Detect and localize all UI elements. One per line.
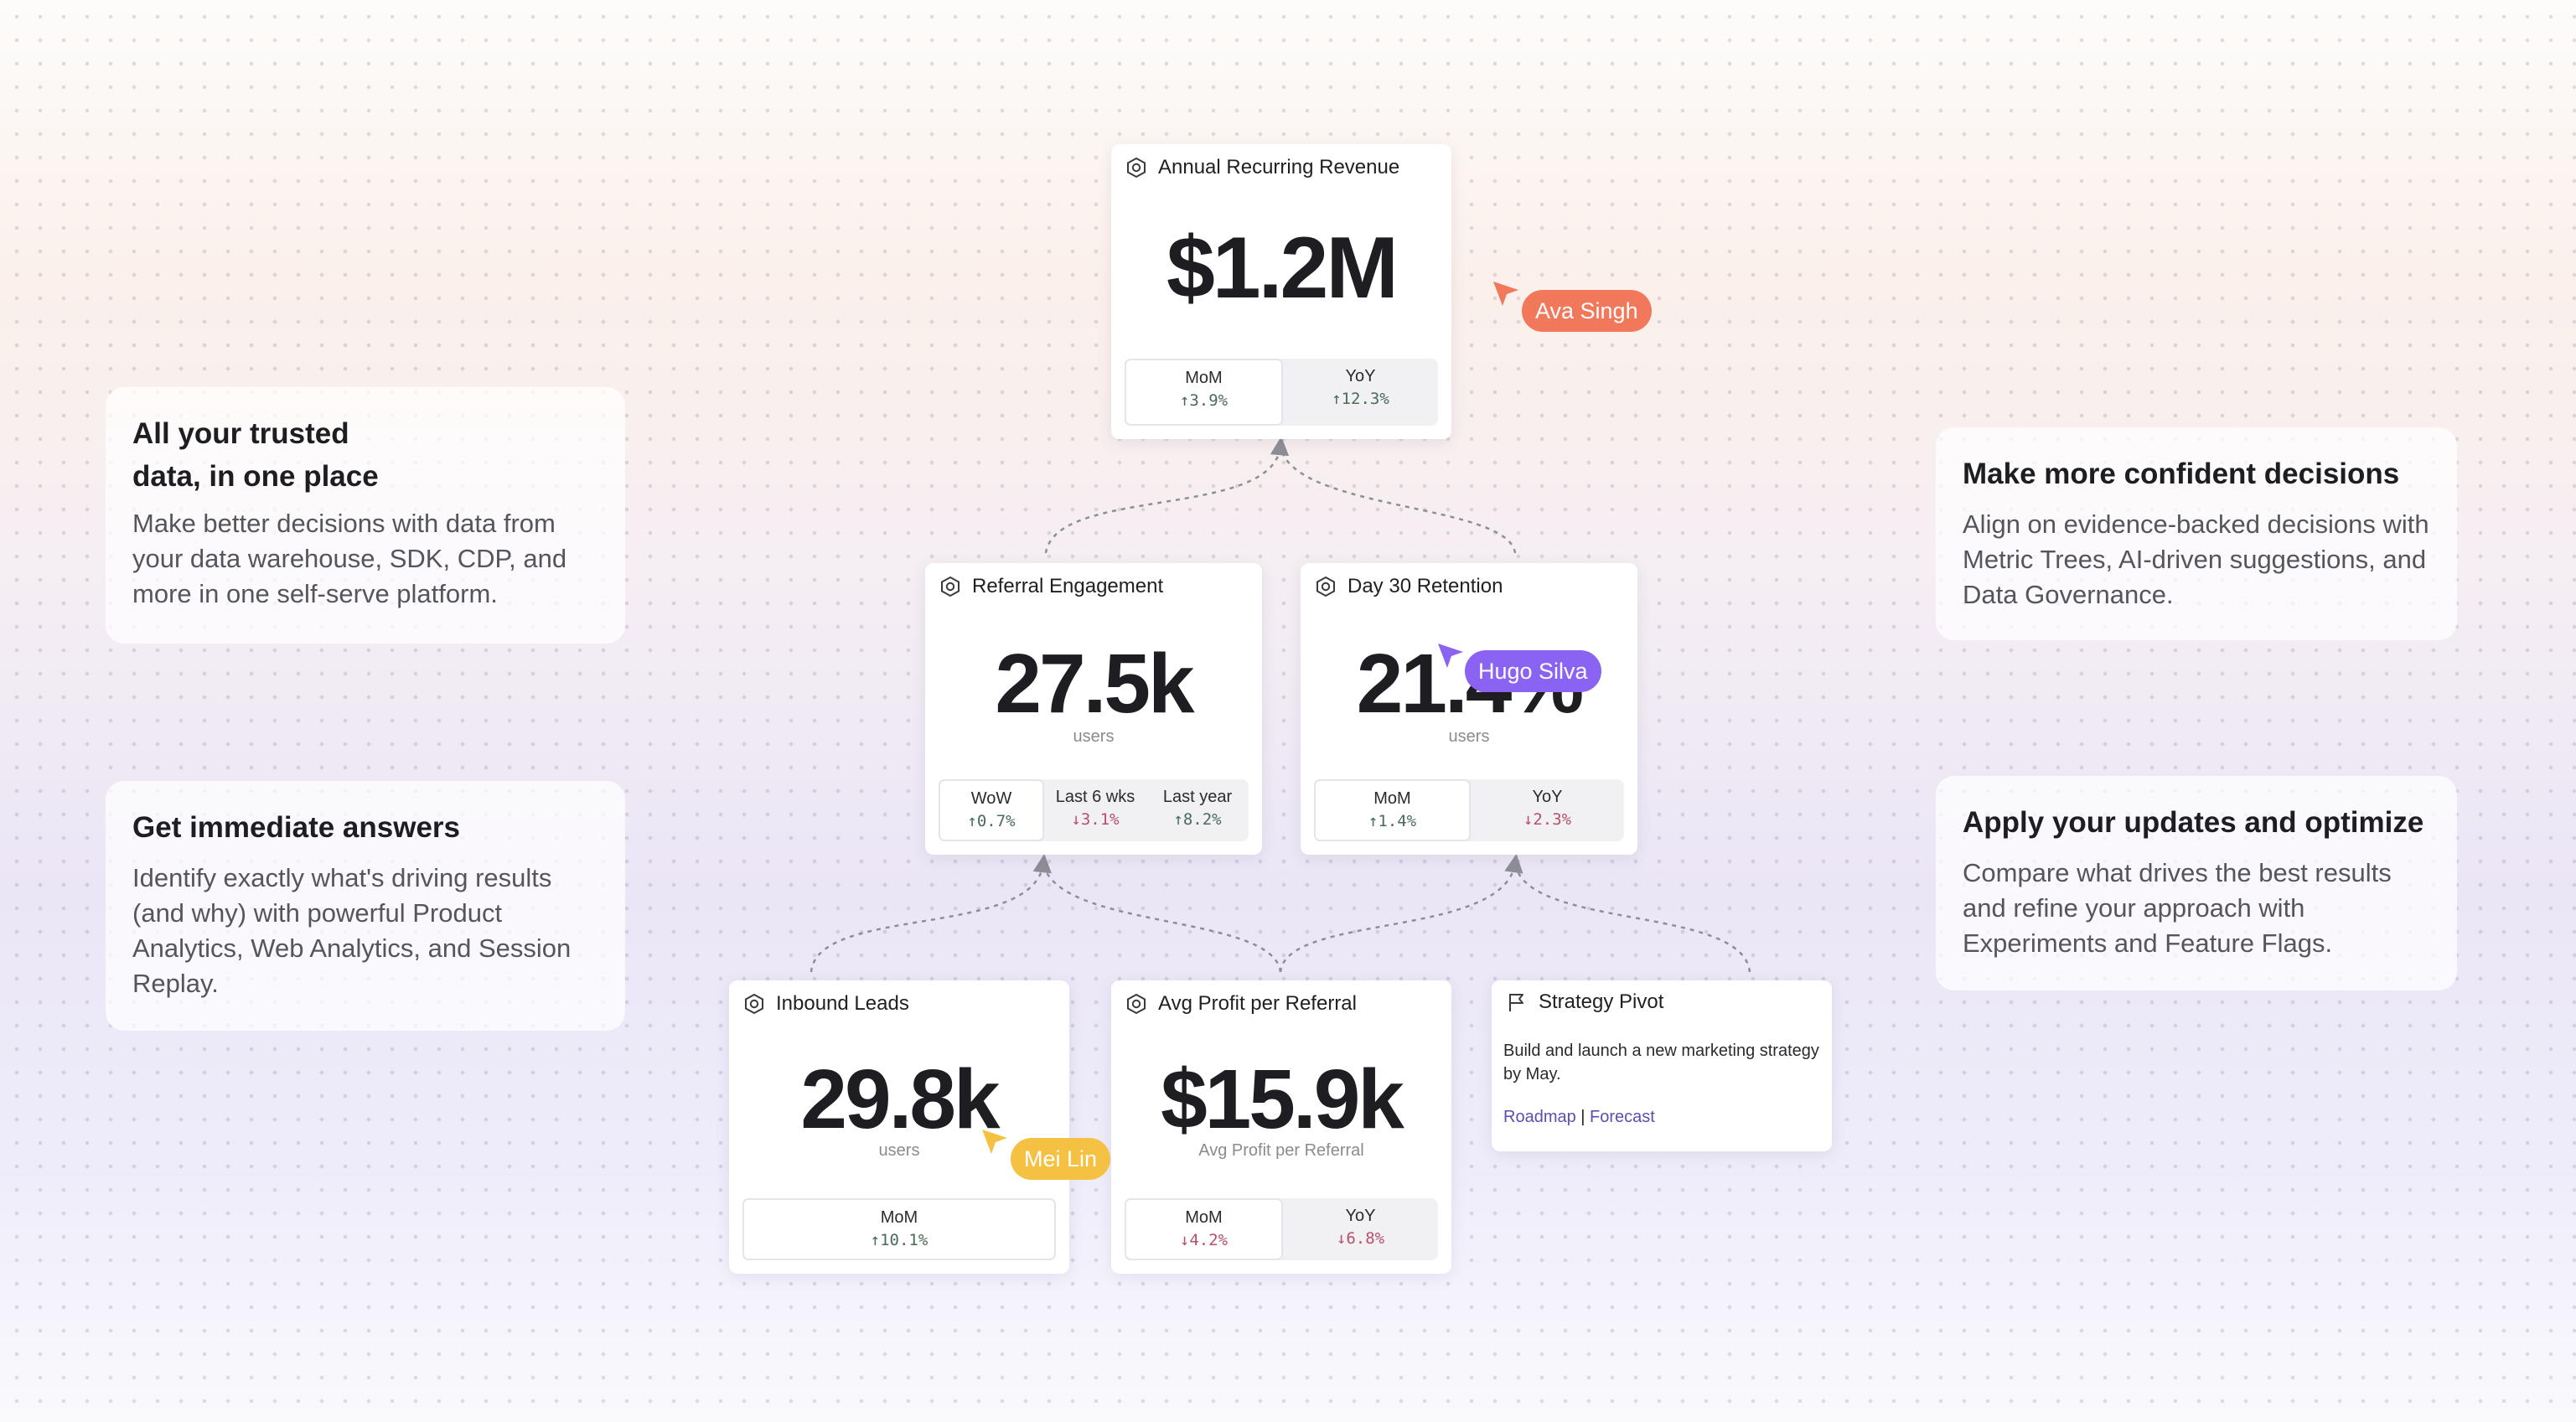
hexagon-icon <box>1127 993 1146 1015</box>
period-change: ↑8.2% <box>1173 810 1222 829</box>
period-change: ↑0.7% <box>967 812 1016 830</box>
metric-card-inbound-leads[interactable]: Inbound Leads 29.8k users MoM ↑10.1% <box>729 980 1069 1274</box>
period-tab-wow[interactable]: WoW ↑0.7% <box>939 779 1044 841</box>
strategy-description: Build and launch a new marketing strateg… <box>1503 1042 1819 1083</box>
metric-value: 29.8k <box>800 1052 1000 1146</box>
metric-unit: users <box>1073 727 1115 746</box>
period-comparison: MoM ↑3.9% YoY ↑12.3% <box>1125 359 1438 426</box>
period-change: ↑3.9% <box>1179 391 1229 410</box>
period-tab-last-6-wks[interactable]: Last 6 wks ↓3.1% <box>1044 779 1146 841</box>
hexagon-icon <box>1127 157 1146 178</box>
period-change: ↑12.3% <box>1332 390 1389 408</box>
info-card-body: Align on evidence-backed decisions with … <box>1963 509 2429 609</box>
strategy-links: Roadmap | Forecast <box>1503 1108 1655 1127</box>
cursor-name-tag: Ava Singh <box>1522 290 1652 332</box>
period-tab-yoy[interactable]: YoY ↓6.8% <box>1283 1198 1438 1260</box>
period-tab-mom[interactable]: MoM ↑3.9% <box>1125 359 1283 426</box>
period-change: ↓4.2% <box>1179 1231 1229 1249</box>
pointer-arrow-icon <box>1438 644 1463 668</box>
pointer-arrow-icon <box>982 1130 1007 1154</box>
metric-card-day-30-retention[interactable]: Day 30 Retention 21.4% users MoM ↑1.4% Y… <box>1301 563 1637 855</box>
card-title: Referral Engagement <box>972 575 1164 597</box>
card-header: Avg Profit per Referral <box>1125 992 1357 1016</box>
metric-card-annual-recurring-revenue[interactable]: Annual Recurring Revenue $1.2M MoM ↑3.9%… <box>1111 144 1451 439</box>
roadmap-link[interactable]: Roadmap <box>1503 1108 1576 1126</box>
info-card-title: Make more confident decisions <box>1963 458 2400 490</box>
period-tab-last-year[interactable]: Last year ↑8.2% <box>1146 779 1249 841</box>
info-card-title: All your trusted data, in one place <box>132 412 598 498</box>
period-tab-yoy[interactable]: YoY ↓2.3% <box>1471 779 1624 841</box>
card-header: Day 30 Retention <box>1314 575 1503 598</box>
info-card-title: Apply your updates and optimize <box>1963 806 2424 839</box>
card-title: Strategy Pivot <box>1539 990 1664 1013</box>
info-card-trusted-data: All your trusted data, in one place Make… <box>106 387 625 644</box>
metric-value: $15.9k <box>1161 1052 1404 1146</box>
hexagon-icon <box>941 576 960 597</box>
period-label: YoY <box>1345 367 1376 385</box>
info-card-body: Compare what drives the best results and… <box>1963 858 2392 958</box>
cursor-name-tag: Mei Lin <box>1011 1138 1111 1180</box>
metric-card-avg-profit-per-referral[interactable]: Avg Profit per Referral $15.9k Avg Profi… <box>1111 980 1451 1274</box>
period-label: MoM <box>880 1208 918 1227</box>
metric-value: $1.2M <box>1166 220 1399 317</box>
card-title: Annual Recurring Revenue <box>1158 156 1400 178</box>
link-separator: | <box>1580 1108 1585 1126</box>
period-change: ↓6.8% <box>1336 1229 1385 1248</box>
card-title: Avg Profit per Referral <box>1158 992 1357 1015</box>
info-card-apply-updates: Apply your updates and optimize Compare … <box>1936 776 2457 990</box>
period-tab-yoy[interactable]: YoY ↑12.3% <box>1283 359 1438 426</box>
hexagon-icon <box>745 993 763 1015</box>
card-header: Inbound Leads <box>742 992 909 1016</box>
metric-value: 27.5k <box>995 637 1194 731</box>
period-comparison: MoM ↓4.2% YoY ↓6.8% <box>1125 1198 1438 1260</box>
forecast-link[interactable]: Forecast <box>1590 1108 1655 1126</box>
period-change: ↑10.1% <box>870 1231 928 1249</box>
period-label: MoM <box>1185 369 1223 387</box>
card-header: Referral Engagement <box>939 575 1163 598</box>
strategy-pivot-card[interactable]: Strategy Pivot Build and launch a new ma… <box>1492 980 1832 1151</box>
hexagon-icon <box>1316 576 1335 597</box>
period-comparison: MoM ↑10.1% <box>742 1198 1056 1260</box>
metric-unit: Avg Profit per Referral <box>1198 1141 1364 1160</box>
period-label: MoM <box>1373 789 1411 808</box>
period-label: MoM <box>1185 1208 1223 1227</box>
flag-icon <box>1509 994 1523 1011</box>
pointer-arrow-icon <box>1493 282 1518 306</box>
period-label: YoY <box>1345 1207 1376 1225</box>
period-label: YoY <box>1532 788 1563 806</box>
period-change: ↓3.1% <box>1071 810 1120 829</box>
period-tab-mom[interactable]: MoM ↑10.1% <box>742 1198 1056 1260</box>
info-card-title: Get immediate answers <box>132 811 460 844</box>
card-title: Day 30 Retention <box>1347 575 1503 597</box>
info-card-title-line1: All your trusted <box>132 417 349 450</box>
card-header: Annual Recurring Revenue <box>1125 156 1399 179</box>
period-label: Last year <box>1162 788 1233 806</box>
period-comparison: MoM ↑1.4% YoY ↓2.3% <box>1314 779 1624 841</box>
cursor-name-tag: Hugo Silva <box>1465 650 1601 692</box>
period-tab-mom[interactable]: MoM ↑1.4% <box>1314 779 1471 841</box>
info-card-body: Make better decisions with data from you… <box>132 509 567 608</box>
period-tab-mom[interactable]: MoM ↓4.2% <box>1125 1198 1283 1260</box>
card-title: Inbound Leads <box>776 992 909 1015</box>
info-card-title-line2: data, in one place <box>132 460 379 493</box>
metric-unit: users <box>1448 727 1490 746</box>
period-change: ↑1.4% <box>1368 812 1417 830</box>
card-header: Strategy Pivot <box>1505 990 1663 1014</box>
info-card-confident-decisions: Make more confident decisions Align on e… <box>1936 427 2457 640</box>
info-card-body: Identify exactly what's driving results … <box>132 863 572 998</box>
metric-card-referral-engagement[interactable]: Referral Engagement 27.5k users WoW ↑0.7… <box>925 563 1262 855</box>
period-label: WoW <box>970 789 1012 808</box>
period-comparison: WoW ↑0.7% Last 6 wks ↓3.1% Last year ↑8.… <box>939 779 1249 841</box>
metric-unit: users <box>878 1141 920 1160</box>
period-label: Last 6 wks <box>1055 788 1135 806</box>
period-change: ↓2.3% <box>1523 810 1572 829</box>
info-card-immediate-answers: Get immediate answers Identify exactly w… <box>106 781 625 1031</box>
